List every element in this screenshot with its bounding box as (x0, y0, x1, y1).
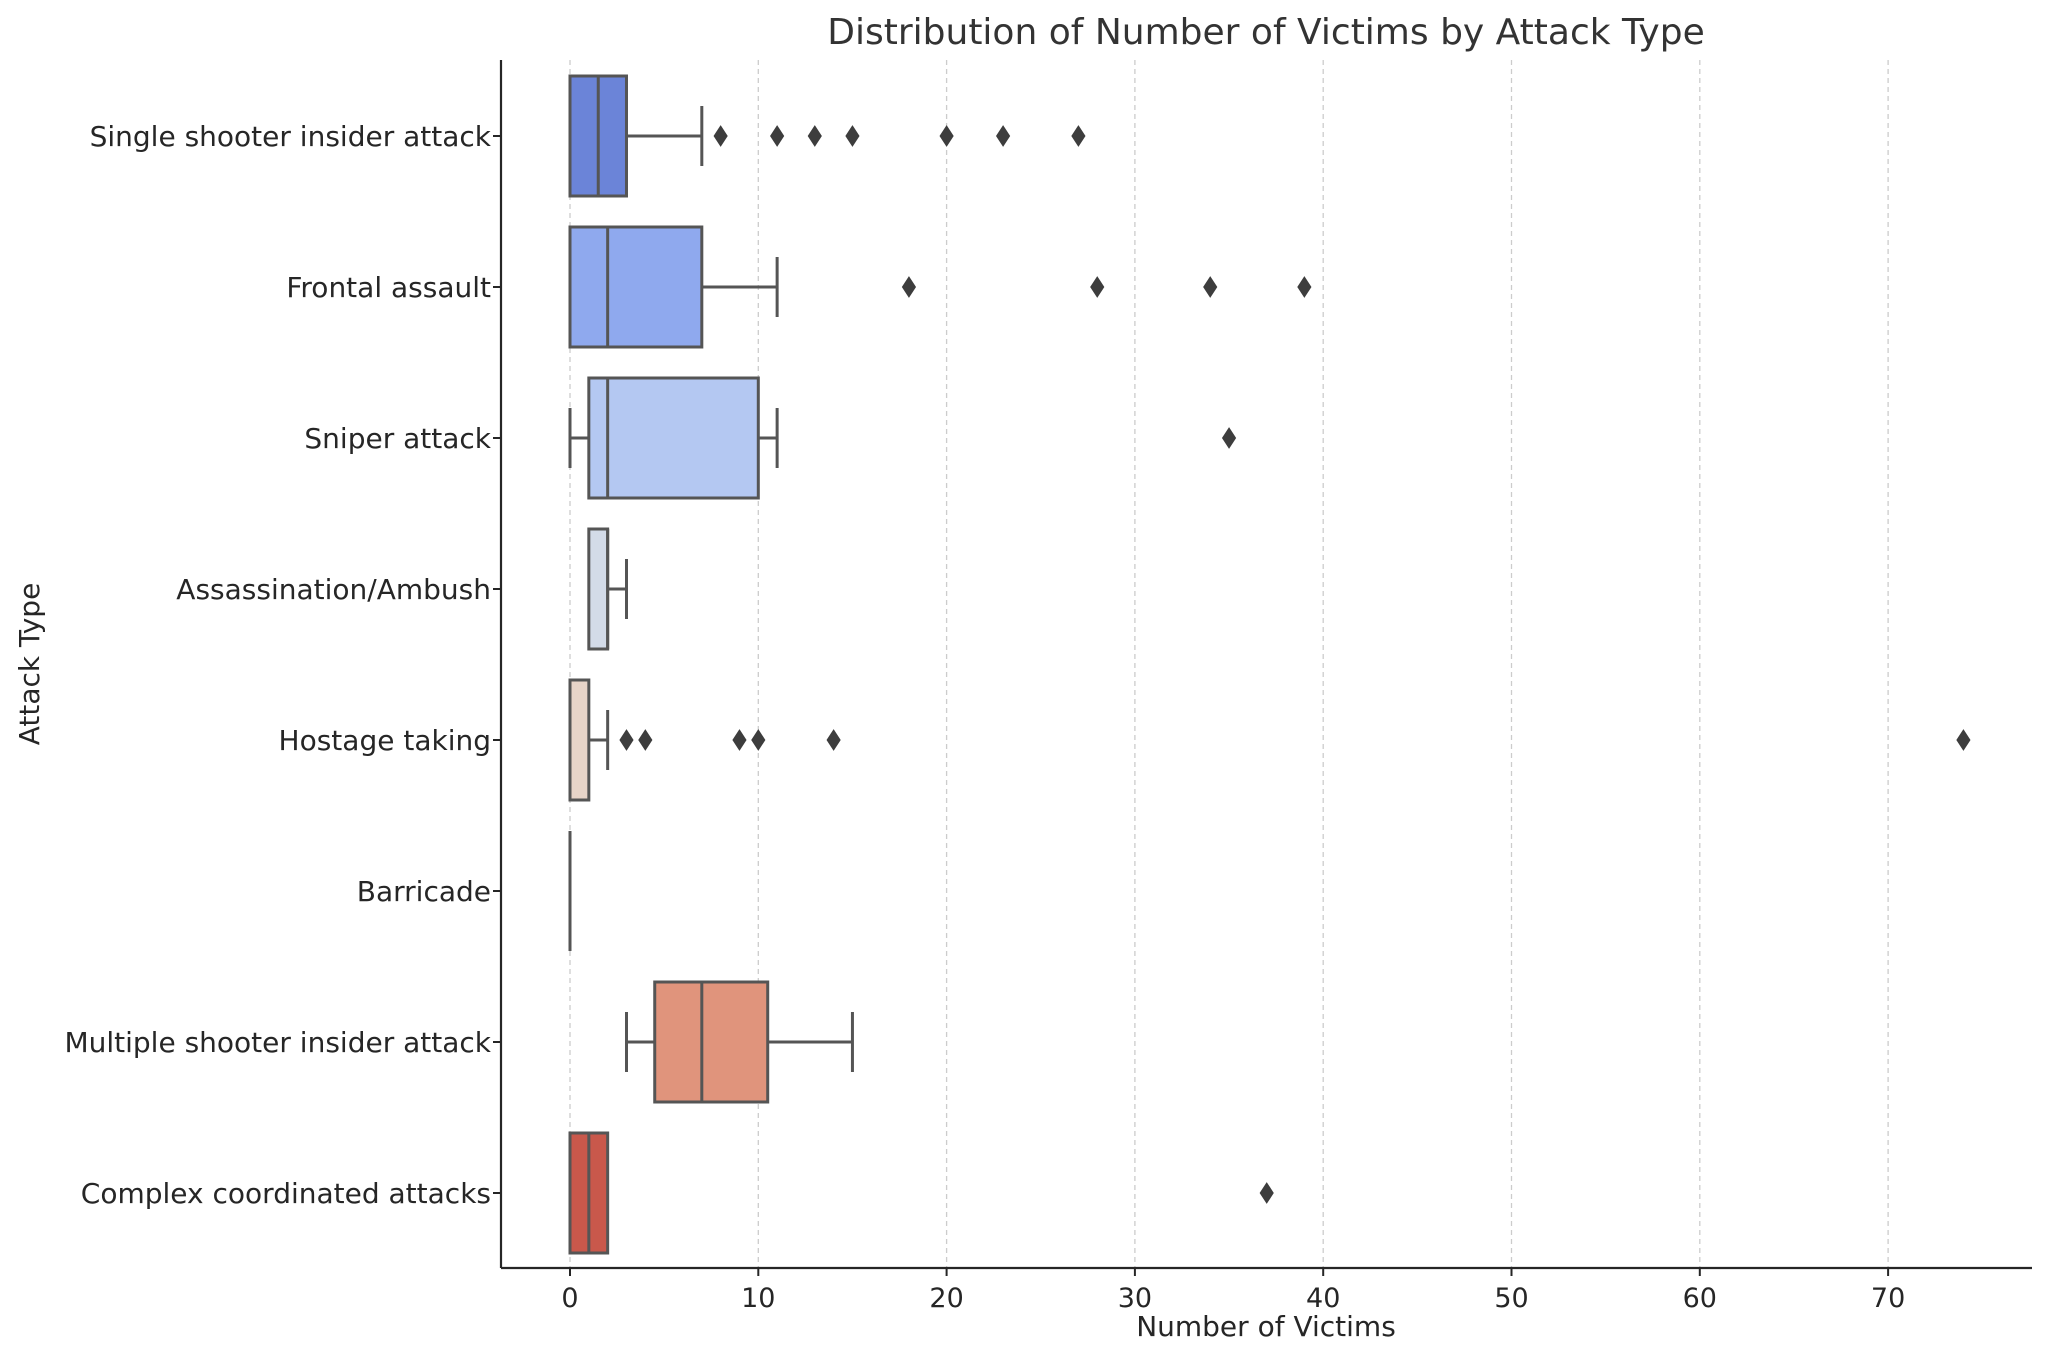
x-tick-label-30: 30 (1118, 1283, 1152, 1314)
labels: Distribution of Number of Victims by Att… (13, 12, 1905, 1343)
box-iqr (587, 527, 610, 651)
box-group-row-1 (568, 225, 1312, 349)
outlier-point (939, 125, 954, 147)
category-label: Sniper attack (304, 422, 491, 455)
outlier-point (1297, 276, 1312, 298)
box-group-row-2 (568, 376, 1237, 500)
category-label: Assassination/Ambush (176, 573, 491, 606)
outlier-point (770, 125, 785, 147)
x-tick-label-20: 20 (929, 1283, 963, 1314)
outlier-point (751, 729, 766, 751)
outlier-point (995, 125, 1011, 147)
box-group-row-6 (624, 980, 854, 1104)
box-group-row-3 (587, 527, 628, 651)
x-axis-label: Number of Victims (1136, 1310, 1396, 1343)
outlier-point (1090, 276, 1105, 298)
outlier-point (1221, 427, 1237, 449)
category-label: Complex coordinated attacks (81, 1177, 491, 1210)
category-label: Multiple shooter insider attack (64, 1026, 491, 1059)
outlier-point (845, 125, 860, 147)
x-tick-label-70: 70 (1871, 1283, 1905, 1314)
x-tick-label-50: 50 (1494, 1283, 1528, 1314)
box-iqr (568, 678, 591, 802)
box-iqr (587, 376, 760, 500)
gridlines (569, 60, 1889, 1268)
boxes (568, 74, 1971, 1255)
outlier-point (619, 729, 634, 751)
x-tick-label-60: 60 (1683, 1283, 1717, 1314)
outlier-point (826, 729, 841, 751)
box-group-row-0 (568, 74, 1086, 198)
outlier-point (1071, 125, 1086, 147)
box-group-row-7 (568, 1131, 1274, 1255)
category-label: Barricade (357, 875, 491, 908)
outlier-point (1259, 1182, 1274, 1204)
outlier-point (1956, 729, 1971, 751)
category-label: Hostage taking (279, 724, 491, 757)
category-label: Frontal assault (286, 271, 491, 304)
y-axis-label: Attack Type (13, 583, 46, 746)
outlier-point (638, 729, 653, 751)
category-label: Single shooter insider attack (90, 120, 492, 153)
box-group-row-4 (568, 678, 1971, 802)
outlier-point (1203, 276, 1218, 298)
axes (493, 60, 2032, 1276)
x-tick-label-40: 40 (1306, 1283, 1340, 1314)
outlier-point (901, 276, 917, 298)
x-tick-label-0: 0 (561, 1283, 578, 1314)
x-tick-label-10: 10 (741, 1283, 775, 1314)
outlier-point (713, 125, 728, 147)
box-iqr (568, 225, 704, 349)
outlier-point (732, 729, 747, 751)
chart-title: Distribution of Number of Victims by Att… (827, 12, 1704, 53)
box-iqr (653, 980, 770, 1104)
outlier-point (807, 125, 822, 147)
